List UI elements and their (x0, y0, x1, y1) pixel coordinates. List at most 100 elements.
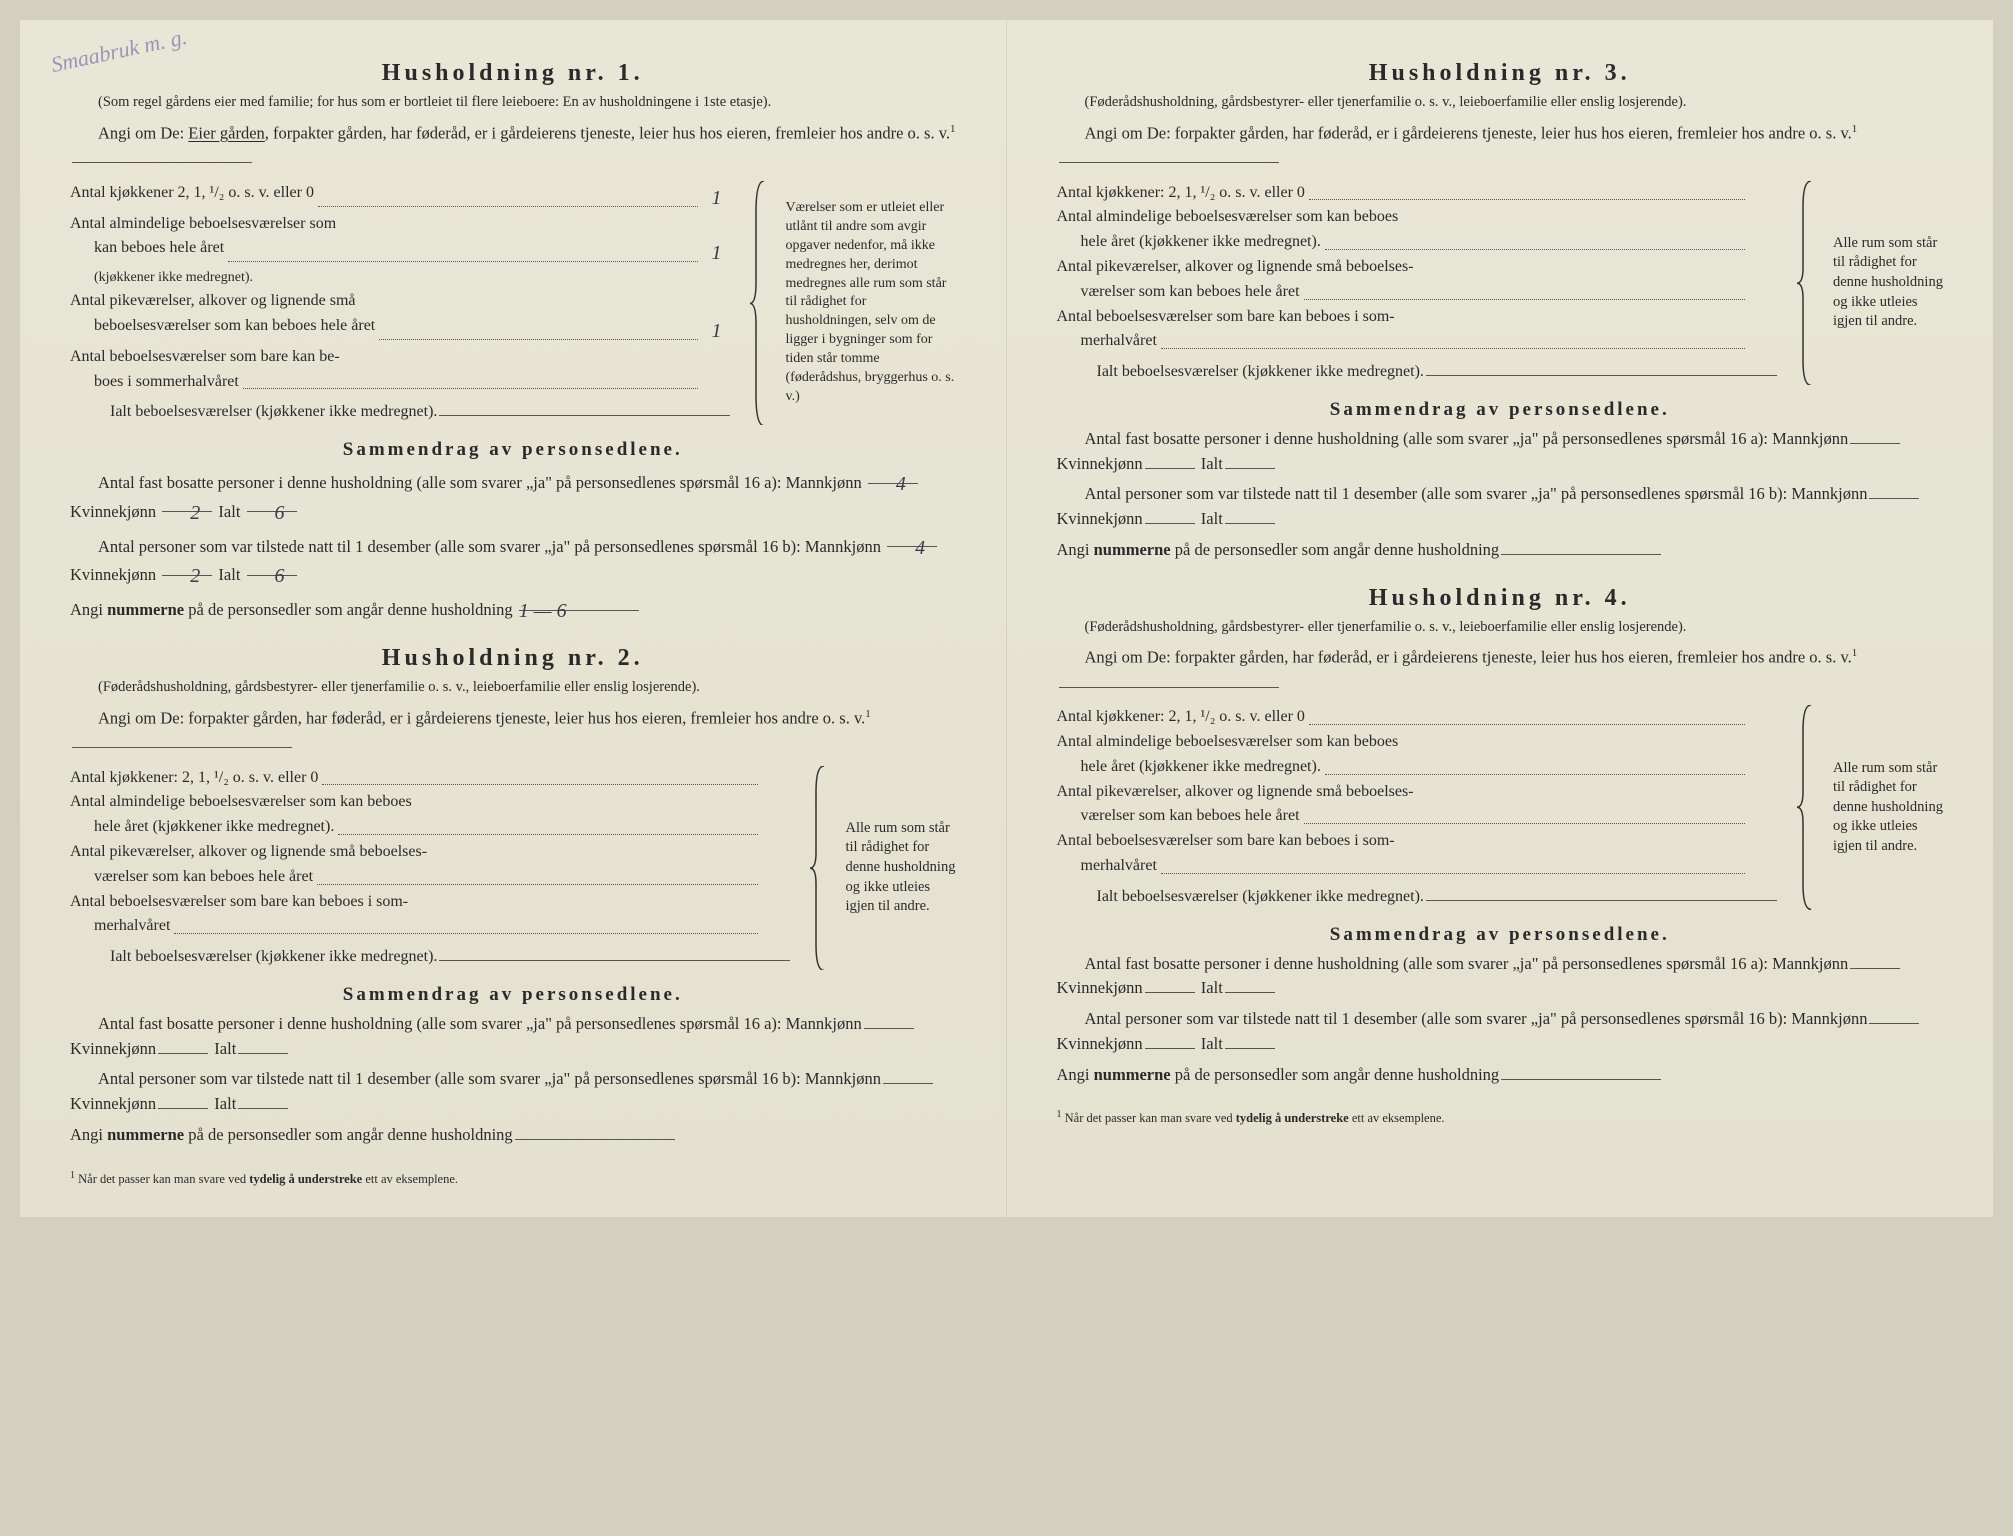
label-b: merhalvåret (1081, 329, 1157, 354)
label-a: Antal pikeværelser, alkover og lignende … (70, 840, 792, 865)
label-b: beboelsesværelser som kan beboes hele år… (94, 314, 375, 345)
val-m: 4 (915, 537, 925, 559)
val: 1 — 6 (519, 600, 567, 622)
line (439, 400, 729, 416)
dots (1161, 854, 1745, 874)
blank (1225, 508, 1275, 525)
footnote-marker: 1 (70, 1170, 75, 1181)
blank (1145, 977, 1195, 994)
side-note: Alle rum som står til rådighet for denne… (846, 766, 956, 970)
row-small-rooms: Antal pikeværelser, alkover og lignende … (70, 289, 732, 345)
angi-prefix: Angi om De: (1085, 123, 1171, 142)
footnote-text: Når det passer kan man svare ved tydelig… (1065, 1112, 1445, 1126)
summary-line-2: Antal personer som var tilstede natt til… (70, 531, 956, 589)
side-note: Værelser som er utleiet eller utlånt til… (786, 181, 956, 426)
household-4: Husholdning nr. 4. (Føderådshusholdning,… (1057, 585, 1944, 1088)
blank (1869, 483, 1919, 500)
summary-line-3: Angi nummerne på de personsedler som ang… (70, 594, 956, 623)
text: Antal fast bosatte personer i denne hush… (1085, 429, 1849, 448)
label-a: Antal beboelsesværelser som bare kan beb… (1057, 305, 1780, 330)
val-k: 2 (190, 565, 200, 587)
household-2: Husholdning nr. 2. (Føderådshusholdning,… (70, 645, 956, 1148)
summary-title: Sammendrag av personsedlene. (1057, 399, 1944, 421)
angi-prefix: Angi om De: (1085, 648, 1171, 667)
value (762, 914, 792, 939)
blank (158, 1093, 208, 1110)
label-b: hele året (kjøkkener ikke medregnet). (1081, 755, 1321, 780)
note: (kjøkkener ikke medregnet). (94, 267, 732, 289)
label: Antal kjøkkener 2, 1, ¹/₂ o. s. v. eller… (70, 181, 314, 212)
label-b: hele året (kjøkkener ikke medregnet). (1081, 230, 1321, 255)
text: Antal fast bosatte personer i denne hush… (98, 1014, 862, 1033)
label-b: værelser som kan beboes hele året (94, 865, 313, 890)
household-subnote: (Føderådshusholdning, gårdsbestyrer- ell… (1057, 93, 1944, 113)
line (439, 945, 789, 961)
value (702, 370, 732, 395)
dots (318, 181, 698, 207)
summary-line-2: Antal personer som var tilstede natt til… (1057, 482, 1944, 532)
blank (1225, 977, 1275, 994)
label-a: Antal almindelige beboelsesværelser som … (1057, 730, 1780, 755)
blank (1501, 538, 1661, 555)
footnote: 1 Når det passer kan man svare ved tydel… (1057, 1109, 1944, 1126)
label-i: Ialt (218, 565, 240, 584)
blank (1501, 1063, 1661, 1080)
row-summer: Antal beboelsesværelser som bare kan beb… (1057, 829, 1780, 879)
side-note: Alle rum som står til rådighet for denne… (1833, 705, 1943, 909)
angi-underlined: Eier gården (188, 123, 265, 142)
dots (243, 370, 698, 390)
label: Angi nummerne på de personsedler som ang… (1057, 1065, 1500, 1084)
val-m: 4 (896, 473, 906, 495)
angi-options: forpakter gården, har føderåd, er i gård… (1175, 123, 1852, 142)
summary-title: Sammendrag av personsedlene. (70, 439, 956, 461)
row-ordinary: Antal almindelige beboelsesværelser som … (70, 212, 732, 289)
row-ordinary: Antal almindelige beboelsesværelser som … (70, 790, 792, 840)
row-total: Ialt beboelsesværelser (kjøkkener ikke m… (70, 945, 792, 970)
summary-line-1: Antal fast bosatte personer i denne hush… (1057, 952, 1944, 1002)
dots (1309, 181, 1745, 201)
blank (1145, 508, 1195, 525)
label: Ialt beboelsesværelser (kjøkkener ikke m… (110, 945, 437, 970)
blank (1225, 1032, 1275, 1049)
row-small-rooms: Antal pikeværelser, alkover og lignende … (70, 840, 792, 890)
side-note: Alle rum som står til rådighet for denne… (1833, 181, 1943, 385)
row-kitchens: Antal kjøkkener 2, 1, ¹/₂ o. s. v. eller… (70, 181, 732, 212)
label-a: Antal pikeværelser, alkover og lignende … (70, 289, 732, 314)
household-title: Husholdning nr. 2. (70, 645, 956, 672)
brace-icon (1797, 705, 1815, 909)
dots (379, 314, 697, 340)
row-kitchens: Antal kjøkkener: 2, 1, ¹/₂ o. s. v. elle… (70, 766, 792, 791)
text: Antal personer som var tilstede natt til… (1085, 484, 1868, 503)
label: Antal kjøkkener: 2, 1, ¹/₂ o. s. v. elle… (1057, 705, 1305, 730)
dots (1304, 804, 1745, 824)
label: Ialt beboelsesværelser (kjøkkener ikke m… (1097, 885, 1424, 910)
rooms-block: Antal kjøkkener: 2, 1, ¹/₂ o. s. v. elle… (70, 766, 956, 970)
label-a: Antal beboelsesværelser som bare kan beb… (70, 890, 792, 915)
blank (883, 1068, 933, 1085)
label-a: Antal pikeværelser, alkover og lignende … (1057, 780, 1780, 805)
footnote-ref: 1 (950, 123, 956, 135)
label-b: boes i sommerhalvåret (94, 370, 239, 395)
label-a: Antal beboelsesværelser som bare kan be- (70, 345, 732, 370)
rooms-block: Antal kjøkkener: 2, 1, ¹/₂ o. s. v. elle… (1057, 181, 1944, 385)
summary-title: Sammendrag av personsedlene. (70, 984, 956, 1006)
angi-prefix: Angi om De: (98, 123, 184, 142)
household-subnote: (Føderådshusholdning, gårdsbestyrer- ell… (1057, 618, 1944, 638)
value (1749, 755, 1779, 780)
blank (515, 1123, 675, 1140)
brace-icon (1797, 181, 1815, 385)
dots (1161, 329, 1745, 349)
page-right: Husholdning nr. 3. (Føderådshusholdning,… (1007, 20, 1994, 1217)
label-k: Kvinnekjønn (1057, 454, 1143, 473)
dots (1304, 280, 1745, 300)
value: 1 (702, 183, 732, 214)
angi-line: Angi om De: forpakter gården, har føderå… (1057, 121, 1944, 171)
row-summer: Antal beboelsesværelser som bare kan beb… (70, 890, 792, 940)
value (1749, 181, 1779, 206)
footnote-ref: 1 (865, 708, 871, 720)
blank-line (72, 731, 292, 748)
blank (1850, 952, 1900, 969)
household-3: Husholdning nr. 3. (Føderådshusholdning,… (1057, 60, 1944, 563)
label: Angi nummerne på de personsedler som ang… (70, 1125, 513, 1144)
label-k: Kvinnekjønn (1057, 978, 1143, 997)
